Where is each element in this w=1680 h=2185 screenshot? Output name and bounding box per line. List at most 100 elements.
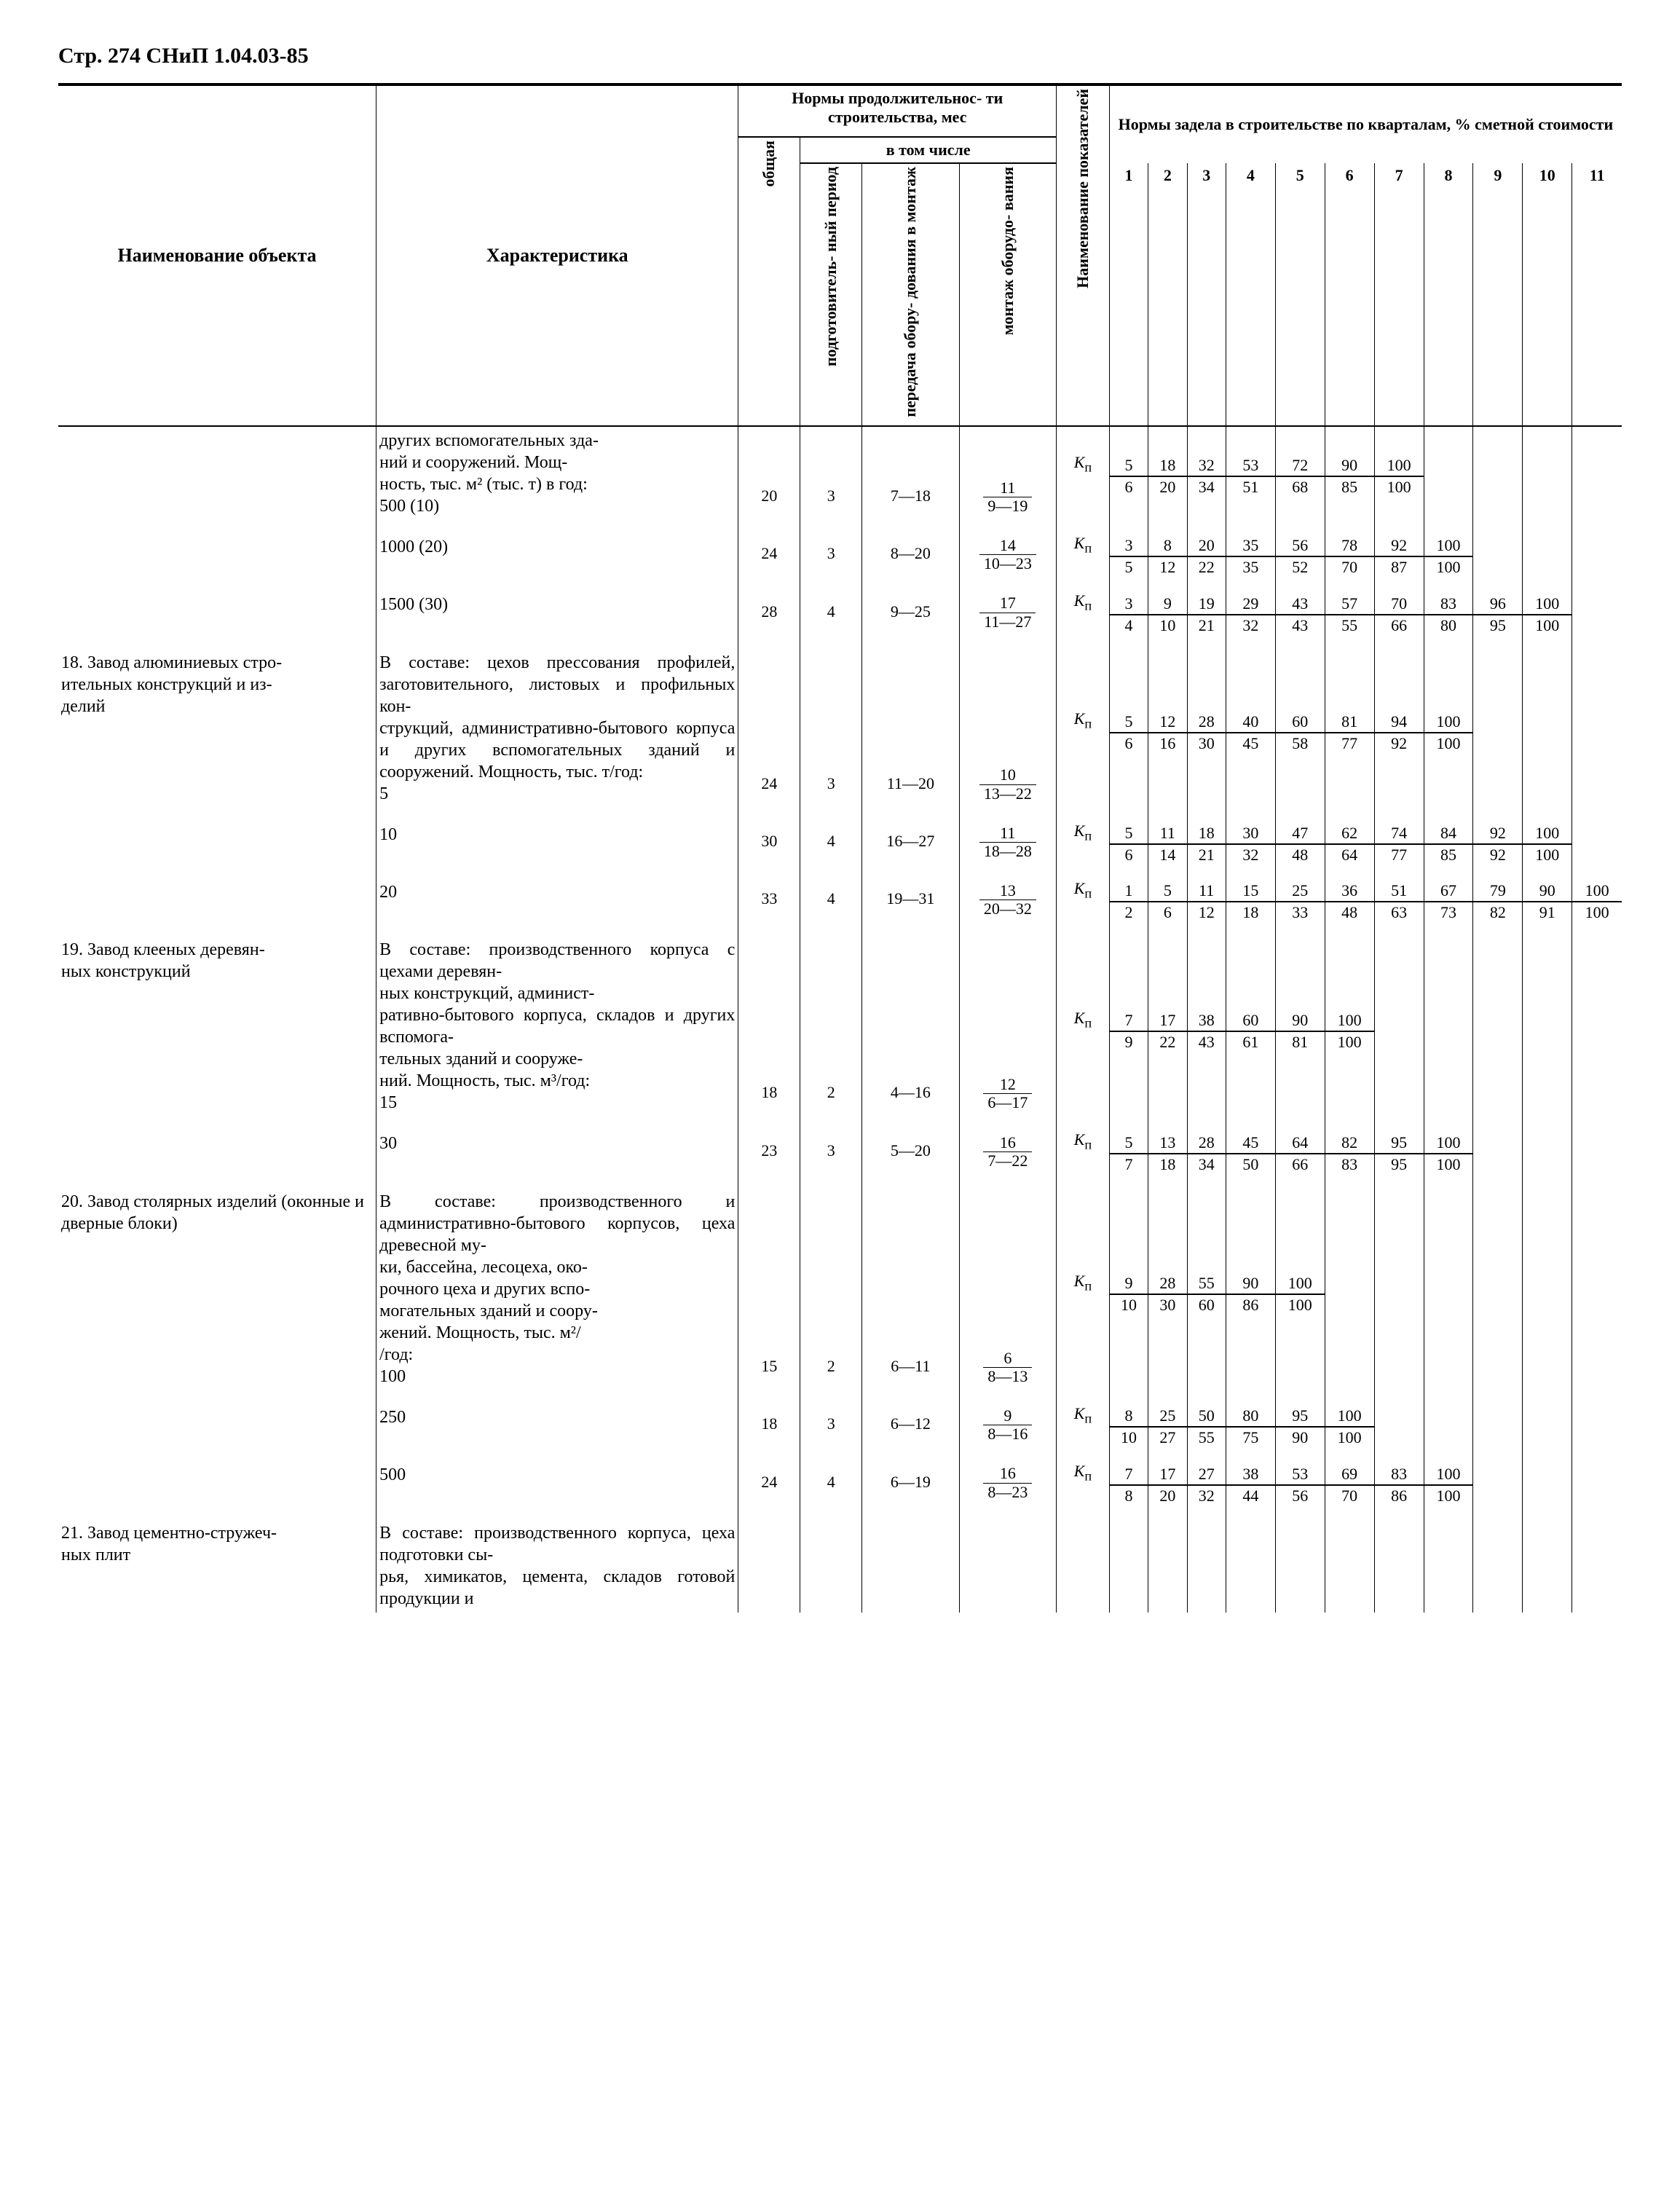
cell-q	[1572, 533, 1622, 556]
cell-q: 3	[1109, 591, 1148, 614]
cell-q: 7	[1109, 1461, 1148, 1484]
cell-mount: 98—16	[959, 1403, 1056, 1448]
cell-q: 9	[1148, 591, 1187, 614]
cell-kp	[1057, 615, 1110, 636]
cell-q: 5	[1109, 649, 1148, 733]
table-row: 2501836—1298—16Кп825508095100	[58, 1403, 1622, 1427]
cell-kp	[1057, 1485, 1110, 1506]
cell-kp	[1057, 1154, 1110, 1175]
cell-q: 53	[1226, 426, 1275, 476]
cell-q: 100	[1523, 615, 1572, 636]
cell-q: 100	[1424, 1485, 1473, 1506]
th-q11: 11	[1572, 163, 1622, 426]
cell-desc: В составе: производственного корпуса с ц…	[376, 936, 738, 1117]
cell-q	[1572, 591, 1622, 614]
cell-prep: 4	[800, 878, 862, 923]
cell-q: 94	[1374, 649, 1424, 733]
cell-q	[1523, 1461, 1572, 1484]
cell-q	[1572, 1031, 1622, 1117]
cell-q	[1572, 1188, 1622, 1295]
cell-q: 85	[1424, 844, 1473, 865]
cell-q	[1523, 1403, 1572, 1427]
cell-q: 61	[1226, 1031, 1275, 1117]
cell-q: 6	[1148, 902, 1187, 923]
cell-desc: 20	[376, 878, 738, 923]
cell-q	[1572, 649, 1622, 733]
cell-q	[1572, 733, 1622, 808]
cell-q: 83	[1374, 1461, 1424, 1484]
cell-q: 80	[1424, 615, 1473, 636]
cell-mount: 168—23	[959, 1461, 1056, 1505]
cell-q: 77	[1374, 844, 1424, 865]
th-q10: 10	[1523, 163, 1572, 426]
cell-q: 90	[1325, 426, 1374, 476]
cell-q	[1523, 426, 1572, 476]
cell-q	[1374, 936, 1424, 1031]
cell-q: 66	[1374, 615, 1424, 636]
th-q3: 3	[1187, 163, 1226, 426]
cell-total: 20	[738, 426, 800, 520]
cell-q: 90	[1226, 1188, 1275, 1295]
cell-kp: Кп	[1057, 649, 1110, 733]
cell-q: 100	[1275, 1188, 1325, 1295]
cell-trans: 4—16	[862, 936, 959, 1117]
cell-q: 22	[1187, 556, 1226, 578]
cell-q: 6	[1109, 844, 1148, 865]
cell-kp	[1057, 733, 1110, 808]
cell-q	[1523, 936, 1572, 1031]
cell-q: 21	[1187, 615, 1226, 636]
cell-name: 19. Завод клееных деревян-ных конструкци…	[58, 936, 376, 1117]
cell-q	[1473, 1485, 1523, 1506]
cell-q: 95	[1473, 615, 1523, 636]
cell-q: 57	[1325, 591, 1374, 614]
cell-q: 15	[1226, 878, 1275, 902]
cell-kp: Кп	[1057, 1461, 1110, 1484]
table-row: 1030416—271118—28Кп51118304762748492100	[58, 821, 1622, 844]
cell-q: 5	[1148, 878, 1187, 902]
cell-q: 75	[1226, 1427, 1275, 1448]
cell-q: 6	[1109, 476, 1148, 520]
cell-q: 64	[1275, 1130, 1325, 1153]
cell-q: 20	[1148, 1485, 1187, 1506]
cell-q: 3	[1109, 533, 1148, 556]
cell-kp: Кп	[1057, 821, 1110, 844]
cell-name: 21. Завод цементно-стружеч-ных плит	[58, 1519, 376, 1613]
cell-q	[1572, 556, 1622, 578]
cell-q	[1473, 1154, 1523, 1175]
cell-prep: 4	[800, 1461, 862, 1505]
table-row: 19. Завод клееных деревян-ных конструкци…	[58, 936, 1622, 1031]
cell-q: 55	[1187, 1188, 1226, 1295]
cell-q: 10	[1148, 615, 1187, 636]
cell-q: 90	[1275, 1427, 1325, 1448]
cell-q: 8	[1109, 1485, 1148, 1506]
cell-q: 80	[1226, 1403, 1275, 1427]
cell-total: 23	[738, 1130, 800, 1174]
th-char: Характеристика	[376, 85, 738, 426]
cell-q	[1572, 615, 1622, 636]
cell-kp: Кп	[1057, 533, 1110, 556]
cell-total: 18	[738, 936, 800, 1117]
cell-q	[1523, 649, 1572, 733]
cell-q	[1424, 1031, 1473, 1117]
cell-desc: В составе: цехов прессования профилей, з…	[376, 649, 738, 808]
cell-q: 72	[1275, 426, 1325, 476]
table-row: других вспомогательных зда-ний и сооруже…	[58, 426, 1622, 476]
cell-q	[1523, 1154, 1572, 1175]
th-q4: 4	[1226, 163, 1275, 426]
data-table: Наименование объекта Характеристика Норм…	[58, 84, 1622, 1613]
cell-q	[1473, 426, 1523, 476]
cell-q	[1473, 1188, 1523, 1295]
table-head: Наименование объекта Характеристика Норм…	[58, 85, 1622, 426]
cell-q: 95	[1374, 1154, 1424, 1175]
cell-q: 38	[1187, 936, 1226, 1031]
cell-name	[58, 1403, 376, 1448]
cell-q: 43	[1275, 615, 1325, 636]
cell-q	[1424, 1188, 1473, 1295]
cell-trans: 6—12	[862, 1403, 959, 1448]
cell-trans: 6—11	[862, 1188, 959, 1390]
cell-trans: 8—20	[862, 533, 959, 578]
th-q6: 6	[1325, 163, 1374, 426]
cell-q	[1523, 1427, 1572, 1448]
cell-q: 100	[1424, 733, 1473, 808]
cell-q: 18	[1148, 426, 1187, 476]
